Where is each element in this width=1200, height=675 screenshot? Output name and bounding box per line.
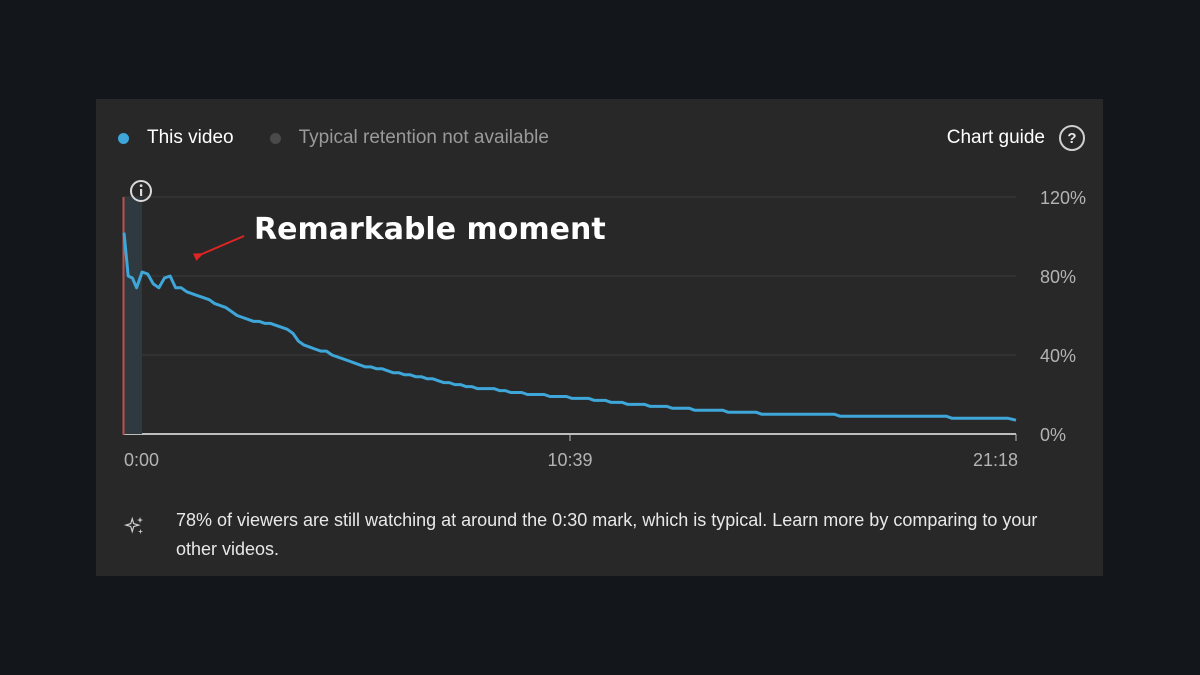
retention-card: This video Typical retention not availab… <box>96 99 1103 576</box>
help-circle-icon[interactable]: ? <box>1059 125 1085 151</box>
chart-legend: This video Typical retention not availab… <box>118 127 585 149</box>
x-tick-label: 21:18 <box>973 450 1018 470</box>
remarkable-moment-highlight <box>124 197 142 434</box>
chart-guide-button[interactable]: Chart guide ? <box>947 125 1085 151</box>
y-tick-label: 40% <box>1040 346 1076 366</box>
insight-text: 78% of viewers are still watching at aro… <box>175 510 1038 559</box>
info-icon[interactable] <box>130 180 152 202</box>
y-tick-label: 120% <box>1040 188 1086 208</box>
chart-guide-label: Chart guide <box>946 127 1045 148</box>
retention-chart: 120% 80% 40% 0% 0:00 10:39 21:18 Remarkable mo… <box>122 180 1086 470</box>
legend-item-typical-retention: Typical retention not available <box>269 127 549 149</box>
x-tick-label: 0:00 <box>124 450 159 470</box>
legend-label: This video <box>147 127 234 148</box>
insight-row: 78% of viewers are still watching at aro… <box>124 506 1064 564</box>
legend-item-this-video[interactable]: This video <box>118 127 234 149</box>
annotation-label: Remarkable moment <box>254 212 606 247</box>
legend-dot-icon <box>269 132 281 144</box>
x-tick-label: 10:39 <box>547 450 592 470</box>
annotation-arrow <box>193 235 245 261</box>
y-tick-label: 80% <box>1040 267 1076 287</box>
sparkle-icon <box>124 516 144 535</box>
y-tick-label: 0% <box>1040 425 1066 445</box>
legend-dot-icon <box>118 132 129 144</box>
legend-label: Typical retention not available <box>298 127 549 148</box>
retention-line <box>122 232 1017 422</box>
